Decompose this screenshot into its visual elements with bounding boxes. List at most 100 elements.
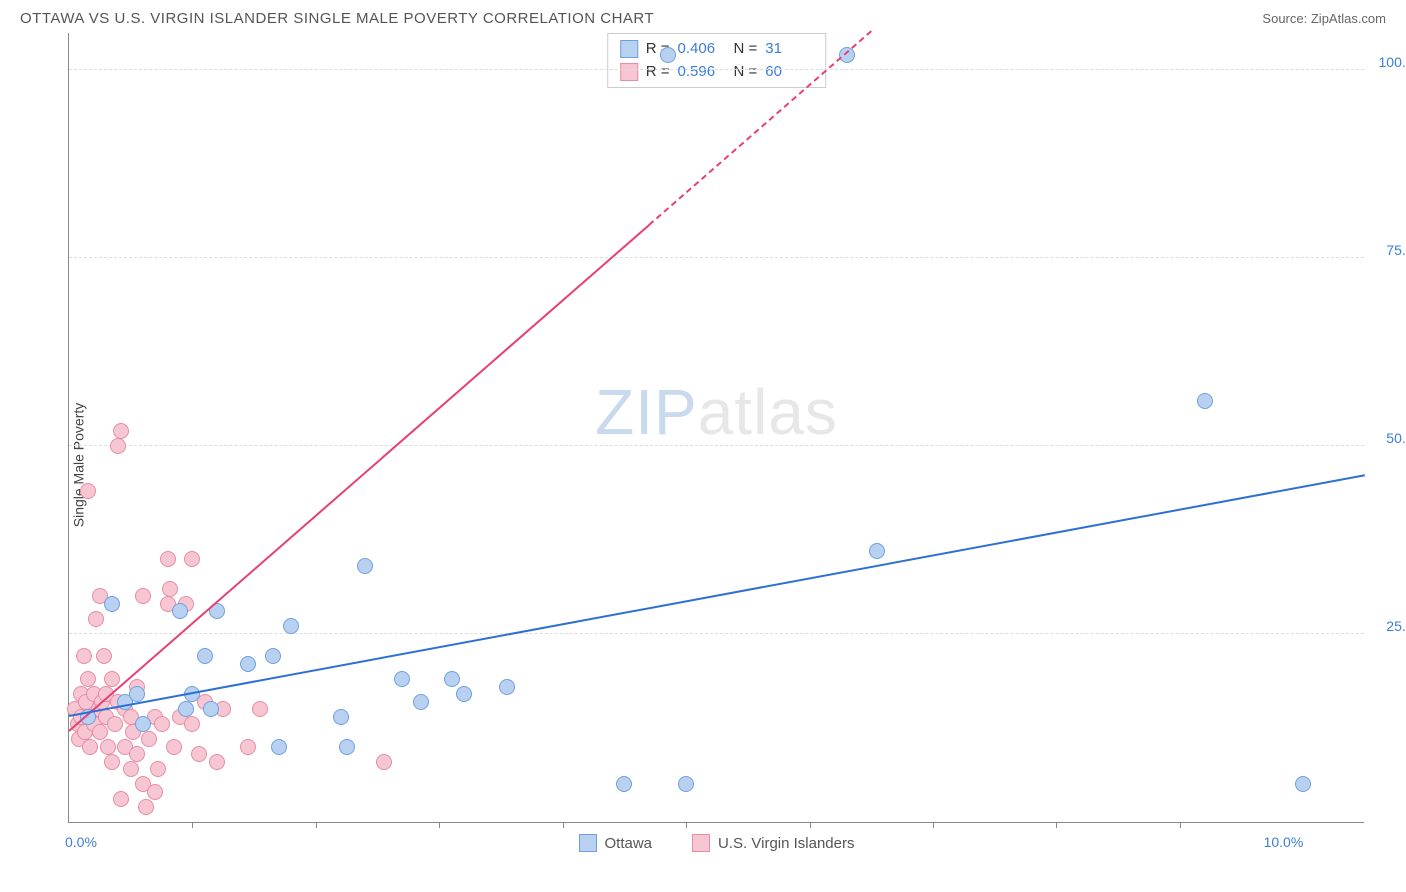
gridline [69, 69, 1364, 70]
data-point [444, 671, 460, 687]
data-point [160, 551, 176, 567]
x-tick [439, 822, 440, 828]
plot-area: ZIPatlas R =0.406N =31R =0.596N =60 25.0… [68, 33, 1364, 823]
data-point [660, 47, 676, 63]
data-point [357, 558, 373, 574]
data-point [265, 648, 281, 664]
data-point [197, 648, 213, 664]
data-point [184, 551, 200, 567]
legend-label: Ottawa [605, 835, 653, 852]
data-point [869, 543, 885, 559]
data-point [209, 754, 225, 770]
gridline [69, 633, 1364, 634]
data-point [166, 739, 182, 755]
watermark-light: atlas [698, 376, 838, 448]
stat-value: 60 [765, 61, 813, 84]
legend-swatch [692, 834, 710, 852]
stat-value: 0.596 [678, 61, 726, 84]
data-point [394, 671, 410, 687]
x-tick [1056, 822, 1057, 828]
data-point [123, 761, 139, 777]
data-point [678, 776, 694, 792]
data-point [135, 588, 151, 604]
data-point [110, 438, 126, 454]
data-point [499, 679, 515, 695]
data-point [1295, 776, 1311, 792]
data-point [252, 701, 268, 717]
source-link[interactable]: ZipAtlas.com [1311, 11, 1386, 26]
legend-label: U.S. Virgin Islanders [718, 835, 854, 852]
chart-header: OTTAWA VS U.S. VIRGIN ISLANDER SINGLE MA… [0, 0, 1406, 33]
data-point [240, 656, 256, 672]
data-point [100, 739, 116, 755]
data-point [80, 671, 96, 687]
x-tick-label: 0.0% [65, 834, 97, 850]
legend-item: U.S. Virgin Islanders [692, 834, 854, 852]
legend-swatch [620, 40, 638, 58]
source-label: Source: [1262, 11, 1307, 26]
gridline [69, 257, 1364, 258]
stats-box: R = 0.406 N = 31R = 0.596 N = 60 [607, 33, 827, 88]
x-tick [810, 822, 811, 828]
data-point [162, 581, 178, 597]
data-point [616, 776, 632, 792]
data-point [147, 784, 163, 800]
data-point [135, 716, 151, 732]
stats-row: R =0.406N =31 [620, 38, 814, 61]
x-tick [1180, 822, 1181, 828]
stat-label: N = [734, 61, 758, 84]
data-point [1197, 393, 1213, 409]
x-tick-label: 10.0% [1264, 834, 1304, 850]
data-point [184, 716, 200, 732]
chart-title: OTTAWA VS U.S. VIRGIN ISLANDER SINGLE MA… [20, 10, 654, 27]
data-point [283, 618, 299, 634]
stat-value: 31 [765, 38, 813, 61]
stat-value: 0.406 [678, 38, 726, 61]
y-tick-label: 100.0% [1379, 54, 1406, 70]
stat-label: R = [646, 61, 670, 84]
x-tick [563, 822, 564, 828]
data-point [104, 671, 120, 687]
stats-row: R = 0.596 N = 60 [620, 61, 814, 84]
watermark-bold: ZIP [595, 376, 698, 448]
data-point [113, 423, 129, 439]
data-point [178, 701, 194, 717]
watermark: ZIPatlas [595, 375, 838, 449]
data-point [80, 483, 96, 499]
data-point [113, 791, 129, 807]
y-tick-label: 25.0% [1386, 618, 1406, 634]
x-tick [192, 822, 193, 828]
data-point [138, 799, 154, 815]
data-point [456, 686, 472, 702]
data-point [76, 648, 92, 664]
data-point [333, 709, 349, 725]
data-point [271, 739, 287, 755]
data-point [413, 694, 429, 710]
data-point [92, 724, 108, 740]
data-point [141, 731, 157, 747]
data-point [376, 754, 392, 770]
data-point [240, 739, 256, 755]
data-point [150, 761, 166, 777]
data-point [96, 648, 112, 664]
data-point [191, 746, 207, 762]
x-tick [316, 822, 317, 828]
data-point [129, 746, 145, 762]
data-point [154, 716, 170, 732]
x-tick [686, 822, 687, 828]
legend-swatch [620, 63, 638, 81]
stat-label: N = [734, 38, 758, 61]
legend-item: Ottawa [579, 834, 653, 852]
data-point [203, 701, 219, 717]
data-point [82, 739, 98, 755]
chart: Single Male Poverty ZIPatlas R =0.406N =… [20, 33, 1386, 863]
trend-line [68, 224, 649, 731]
gridline [69, 445, 1364, 446]
legend-swatch [579, 834, 597, 852]
trend-line [69, 474, 1365, 717]
x-tick [933, 822, 934, 828]
legend: Ottawa U.S. Virgin Islanders [579, 834, 855, 852]
data-point [104, 754, 120, 770]
data-point [129, 686, 145, 702]
data-point [88, 611, 104, 627]
